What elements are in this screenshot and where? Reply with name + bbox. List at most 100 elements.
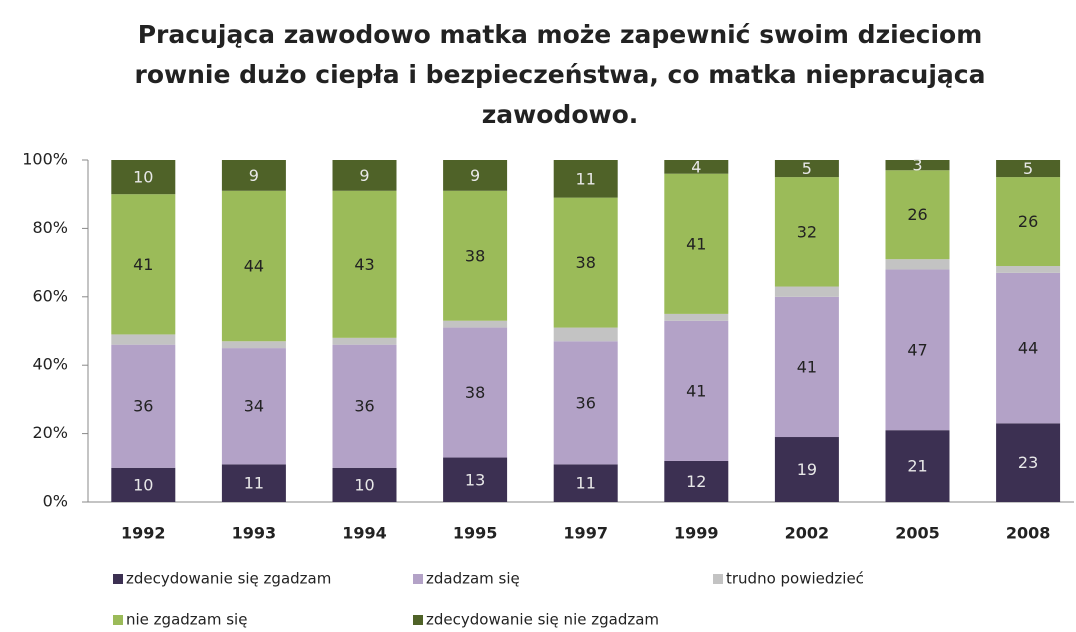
bar-segment (774, 160, 839, 178)
legend-label: nie zgadzam się (126, 611, 247, 629)
x-tick-label: 1994 (342, 524, 387, 543)
bar-segment (443, 457, 508, 502)
data-label: 9 (249, 166, 259, 185)
bar-segment (885, 170, 950, 260)
data-label: 43 (354, 255, 374, 274)
data-label: 41 (686, 381, 706, 400)
bar-segment (332, 337, 397, 345)
legend-swatch (113, 574, 123, 584)
data-label: 26 (907, 205, 927, 224)
data-label: 10 (133, 475, 153, 494)
bar-segment (111, 194, 176, 335)
bar-segment (885, 430, 950, 502)
data-label: 41 (797, 357, 817, 376)
data-label: 41 (133, 255, 153, 274)
data-label: 9 (359, 166, 369, 185)
chart-title: Pracująca zawodowo matka może zapewnić s… (138, 20, 983, 49)
bar-segment (664, 320, 729, 461)
bar-segment (664, 313, 729, 321)
bar-segment (774, 286, 839, 297)
bar-segment (996, 266, 1061, 273)
data-label: 38 (465, 383, 485, 402)
legend-swatch (113, 615, 123, 625)
bar-segment (996, 177, 1061, 267)
y-tick-label: 80% (32, 218, 68, 237)
bar-segment (664, 460, 729, 502)
bar-segment (443, 327, 508, 458)
bar-segment (996, 272, 1061, 424)
legend-swatch (713, 574, 723, 584)
bar-segment (664, 173, 729, 314)
bar-segment (443, 320, 508, 328)
bar-segment (664, 160, 729, 174)
bar-segment (885, 269, 950, 431)
legend-label: zdadzam się (426, 570, 520, 588)
bar-segment (443, 190, 508, 321)
data-label: 23 (1018, 453, 1038, 472)
data-label: 47 (907, 340, 927, 359)
x-tick-label: 1992 (121, 524, 166, 543)
data-label: 10 (133, 168, 153, 187)
x-tick-label: 1999 (674, 524, 719, 543)
x-tick-label: 2002 (785, 524, 830, 543)
bar-segment (553, 341, 618, 465)
bar-segment (332, 160, 397, 191)
bar-segment (553, 464, 618, 502)
legend-label: trudno powiedzieć (726, 570, 864, 588)
bar-segment (221, 464, 286, 502)
data-label: 10 (354, 475, 374, 494)
data-label: 12 (686, 472, 706, 491)
bar-segment (774, 437, 839, 502)
y-tick-label: 0% (43, 492, 68, 511)
y-tick-label: 40% (32, 355, 68, 374)
bar-segment (332, 344, 397, 468)
y-tick-label: 20% (32, 423, 68, 442)
bar-segment (553, 327, 618, 342)
legend-label: zdecydowanie się nie zgadzam (426, 611, 659, 629)
data-label: 21 (907, 457, 927, 476)
bar-segment (221, 160, 286, 191)
x-tick-label: 1997 (563, 524, 608, 543)
data-label: 5 (1023, 159, 1033, 178)
bar-segment (774, 177, 839, 287)
x-tick-label: 1993 (232, 524, 277, 543)
data-label: 44 (1018, 339, 1038, 358)
x-tick-label: 1995 (453, 524, 498, 543)
chart-title: zawodowo. (482, 100, 639, 129)
bar-segment (111, 344, 176, 468)
y-tick-label: 100% (22, 150, 68, 169)
x-tick-label: 2005 (895, 524, 940, 543)
data-label: 36 (354, 397, 374, 416)
legend-swatch (413, 574, 423, 584)
bar-segment (221, 190, 286, 342)
x-tick-label: 2008 (1006, 524, 1051, 543)
bar-segment (996, 423, 1061, 502)
chart-title: rownie dużo ciepła i bezpieczeństwa, co … (135, 60, 986, 89)
data-label: 11 (576, 169, 596, 188)
legend-swatch (413, 615, 423, 625)
data-label: 9 (470, 166, 480, 185)
data-label: 5 (802, 159, 812, 178)
data-label: 11 (244, 474, 264, 493)
data-label: 4 (691, 157, 701, 176)
y-tick-label: 60% (32, 286, 68, 305)
data-label: 19 (797, 460, 817, 479)
data-label: 34 (244, 397, 264, 416)
data-label: 38 (576, 253, 596, 272)
data-label: 3 (912, 156, 922, 175)
bar-segment (553, 197, 618, 328)
bar-segment (111, 467, 176, 502)
data-label: 44 (244, 257, 264, 276)
bar-segment (553, 160, 618, 198)
bar-segment (885, 160, 950, 171)
bar-segment (885, 259, 950, 270)
data-label: 36 (133, 397, 153, 416)
data-label: 13 (465, 470, 485, 489)
data-label: 11 (576, 474, 596, 493)
bar-segment (996, 160, 1061, 178)
data-label: 38 (465, 246, 485, 265)
data-label: 36 (576, 393, 596, 412)
bar-segment (774, 296, 839, 438)
data-label: 32 (797, 222, 817, 241)
